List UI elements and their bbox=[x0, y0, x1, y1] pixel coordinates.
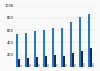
Bar bbox=[72, 53, 74, 67]
Bar bbox=[18, 59, 20, 67]
Bar bbox=[65, 64, 67, 67]
Bar bbox=[27, 58, 29, 67]
Bar bbox=[54, 55, 56, 67]
Bar bbox=[61, 28, 63, 67]
Bar bbox=[16, 34, 18, 67]
Bar bbox=[38, 64, 40, 67]
Bar bbox=[25, 33, 27, 67]
Bar bbox=[45, 56, 47, 67]
Bar bbox=[20, 65, 22, 67]
Bar bbox=[92, 63, 94, 67]
Bar bbox=[36, 57, 38, 67]
Bar bbox=[88, 14, 90, 67]
Bar bbox=[34, 31, 36, 67]
Bar bbox=[70, 22, 72, 67]
Bar bbox=[56, 64, 58, 67]
Bar bbox=[81, 51, 83, 67]
Bar bbox=[52, 28, 54, 67]
Bar bbox=[79, 17, 81, 67]
Bar bbox=[29, 64, 31, 67]
Bar bbox=[83, 63, 85, 67]
Bar bbox=[47, 64, 49, 67]
Bar bbox=[90, 48, 92, 67]
Bar bbox=[74, 64, 76, 67]
Bar bbox=[63, 56, 65, 67]
Bar bbox=[43, 30, 45, 67]
